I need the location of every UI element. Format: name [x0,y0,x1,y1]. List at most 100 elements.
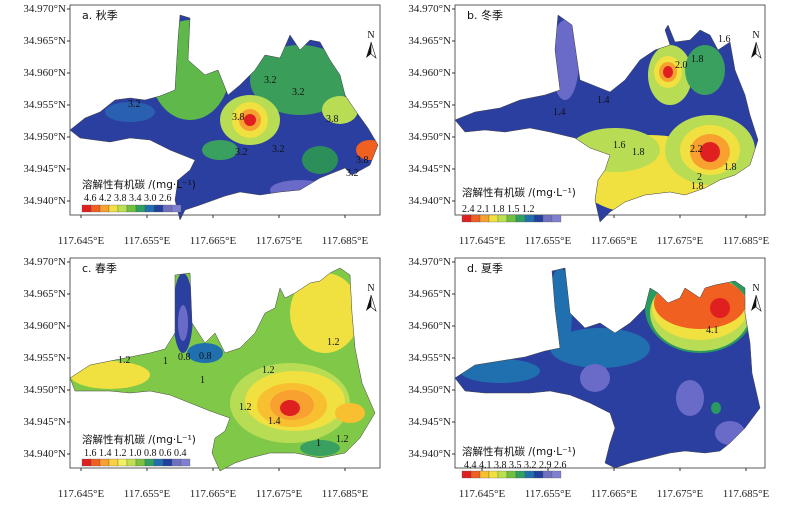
contour-label: 1.8 [691,181,704,192]
y-tick-label: 34.940°N [23,195,66,207]
y-tick-label: 34.940°N [408,195,451,207]
y-tick-label: 34.950°N [408,131,451,143]
x-tick-label: 117.665°E [190,235,237,247]
svg-text:N: N [367,283,374,294]
contour-labels: 4.1 [706,325,719,336]
legend-swatch [533,470,544,479]
contour-label: 3.8 [356,155,369,166]
x-tick-label: 117.675°E [256,235,303,247]
legend-swatch [470,470,481,479]
contour-label: 0.8 [178,352,191,363]
y-tick-label: 34.960°N [23,320,66,332]
legend-swatch [90,458,101,467]
y-axis: 34.970°N 34.965°N 34.960°N 34.955°N 34.9… [23,3,70,207]
x-tick-label: 117.655°E [525,235,572,247]
legend-swatch [488,214,499,223]
y-tick-label: 34.970°N [408,3,451,15]
y-axis: 34.970°N 34.965°N 34.960°N 34.955°N 34.9… [408,3,455,207]
contour-label: 1 [163,356,168,367]
contour-labels: 3.2 3.2 3.2 3.8 3.8 3.2 3.2 3.8 3.2 [128,75,369,179]
x-axis: 117.645°E 117.655°E 117.665°E 117.675°E … [58,215,369,247]
legend-swatch [524,214,535,223]
legend-title: 溶解性有机碳 /(mg·L⁻¹) [82,433,196,446]
legend-swatch [108,204,119,213]
contour-label: 2.0 [675,60,688,71]
legend-swatch [117,204,128,213]
contour-label: 3.2 [292,87,305,98]
legend-swatch [144,204,155,213]
y-tick-label: 34.945°N [23,416,66,428]
legend-ticks: 1.6 1.4 1.2 1.0 0.8 0.6 0.4 [84,448,187,459]
legend-colorbar [81,458,191,467]
contour-label: 1 [316,438,321,449]
y-tick-label: 34.945°N [408,163,451,175]
legend-swatch [126,458,137,467]
x-tick-label: 117.685°E [723,235,770,247]
legend-swatch [461,470,472,479]
y-tick-label: 34.950°N [23,131,66,143]
contour-label: 1.2 [327,337,340,348]
legend-ticks: 4.4 4.1 3.8 3.5 3.2 2.9 2.6 [464,460,567,471]
x-tick-label: 117.665°E [591,235,638,247]
legend-swatch [488,470,499,479]
svg-text:N: N [367,30,374,41]
x-tick-label: 117.655°E [525,488,572,500]
legend-swatch [99,458,110,467]
contour-label: 1.4 [553,107,566,118]
legend-swatch [99,204,110,213]
legend-title: 溶解性有机碳 /(mg·L⁻¹) [462,445,576,458]
legend-swatch [171,458,182,467]
north-arrow-icon: N [751,30,762,59]
contour-label: 3.2 [346,168,359,179]
x-tick-label: 117.645°E [459,235,506,247]
contour-label: 1.2 [118,355,131,366]
legend-swatch [506,470,517,479]
x-tick-label: 117.645°E [58,488,105,500]
y-tick-label: 34.955°N [408,99,451,111]
legend-colorbar [461,214,562,223]
y-tick-label: 34.955°N [408,352,451,364]
x-axis: 117.645°E 117.655°E 117.665°E 117.675°E … [58,468,369,500]
x-axis: 117.645°E 117.655°E 117.665°E 117.675°E … [459,468,770,500]
x-tick-label: 117.665°E [591,488,638,500]
legend-ticks: 4.6 4.2 3.8 3.4 3.0 2.6 [84,193,172,204]
legend-swatch [470,214,481,223]
north-arrow-icon: N [751,283,762,312]
legend-swatch [153,458,164,467]
legend-swatch [524,470,535,479]
legend-swatch [180,458,191,467]
x-tick-label: 117.685°E [723,488,770,500]
y-tick-label: 34.950°N [408,384,451,396]
contour-label: 1.6 [613,140,626,151]
legend-title: 溶解性有机碳 /(mg·L⁻¹) [462,186,576,199]
x-tick-label: 117.655°E [124,235,171,247]
legend-swatch [515,470,526,479]
contour-label: 0.8 [199,351,212,362]
panel-title: c. 春季 [82,262,117,275]
x-tick-label: 117.665°E [190,488,237,500]
y-tick-label: 34.940°N [408,448,451,460]
contour-label: 1.2 [336,434,349,445]
contour-label: 3.2 [128,99,141,110]
y-tick-label: 34.960°N [408,320,451,332]
contour-labels: 1.2 1 0.8 0.8 1 1.2 1.2 1.2 1.4 1 1.2 [118,337,349,449]
legend-swatch [90,204,101,213]
y-tick-label: 34.970°N [408,256,451,268]
legend-colorbar [81,204,182,213]
x-tick-label: 117.685°E [322,235,369,247]
north-arrow-icon: N [366,283,377,312]
legend-swatch [171,204,182,213]
contour-label: 3.8 [232,112,245,123]
legend-ticks: 2.4 2.1 1.8 1.5 1.2 [462,204,535,215]
contour-label: 2.2 [690,144,703,155]
contour-label: 1.6 [718,34,731,45]
legend-swatch [515,214,526,223]
contour-label: 1.4 [268,416,281,427]
legend-swatch [162,458,173,467]
contour-labels: 2.0 1.8 1.6 1.4 1.4 1.6 1.8 2.2 1.8 2 1.… [553,34,737,192]
contour-label: 3.2 [235,147,248,158]
contour-label: 4.1 [706,325,719,336]
y-tick-label: 34.950°N [23,384,66,396]
y-tick-label: 34.945°N [23,163,66,175]
legend-colorbar [461,470,562,479]
